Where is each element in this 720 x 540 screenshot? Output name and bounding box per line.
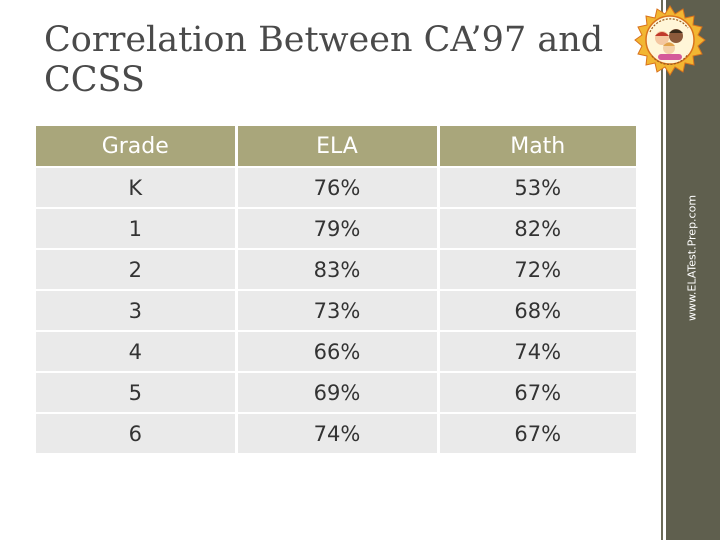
grade-cell: 3 [36, 289, 236, 331]
ela-cell: 66% [234, 330, 438, 372]
sidebar-bar [666, 0, 720, 540]
header-math: Math [436, 126, 636, 167]
table-row: 4 66% 74% [36, 330, 636, 372]
ela-cell: 76% [234, 166, 438, 208]
math-cell: 68% [436, 289, 636, 331]
header-grade: Grade [36, 126, 236, 167]
header-ela: ELA [234, 126, 438, 167]
correlation-table: Grade ELA Math K 76% 53% 1 79% 82% 2 83%… [36, 126, 636, 453]
math-cell: 67% [436, 412, 636, 453]
math-cell: 53% [436, 166, 636, 208]
sidebar-website-text: www.ELATest.Prep.com [685, 194, 699, 322]
table-row: 6 74% 67% [36, 412, 636, 453]
math-cell: 72% [436, 248, 636, 290]
table-row: 3 73% 68% [36, 289, 636, 331]
grade-cell: 5 [36, 371, 236, 413]
slide-title: Correlation Between CA’97 and CCSS [44, 20, 604, 100]
table-row: 1 79% 82% [36, 207, 636, 249]
table-row: K 76% 53% [36, 166, 636, 208]
table-row: 5 69% 67% [36, 371, 636, 413]
math-cell: 74% [436, 330, 636, 372]
divider-line [661, 0, 663, 540]
table-row: 2 83% 72% [36, 248, 636, 290]
table-header-row: Grade ELA Math [36, 126, 636, 167]
ela-cell: 79% [234, 207, 438, 249]
ela-cell: 83% [234, 248, 438, 290]
kids-badge-logo-icon [634, 5, 706, 76]
grade-cell: 2 [36, 248, 236, 290]
ela-cell: 69% [234, 371, 438, 413]
math-cell: 82% [436, 207, 636, 249]
grade-cell: K [36, 166, 236, 208]
grade-cell: 6 [36, 412, 236, 453]
ela-cell: 73% [234, 289, 438, 331]
math-cell: 67% [436, 371, 636, 413]
grade-cell: 4 [36, 330, 236, 372]
grade-cell: 1 [36, 207, 236, 249]
ela-cell: 74% [234, 412, 438, 453]
